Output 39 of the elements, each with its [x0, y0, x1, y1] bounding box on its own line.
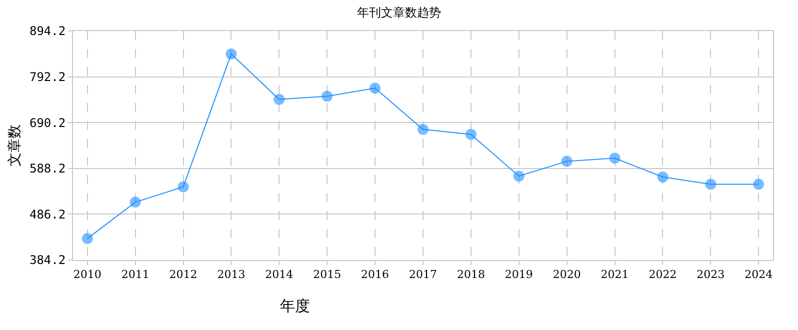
x-tick-label: 2021 [600, 268, 629, 282]
x-tick-label: 2010 [73, 268, 102, 282]
x-tick-label: 2011 [121, 268, 150, 282]
x-tick-label: 2012 [169, 268, 198, 282]
y-tick-label: 384.2 [29, 253, 66, 268]
x-tick-label: 2016 [361, 268, 390, 282]
point [465, 128, 476, 140]
point [513, 170, 524, 182]
x-tick-label: 2015 [313, 268, 342, 282]
x-tick-label: 2014 [265, 268, 294, 282]
x-tick-label: 2022 [648, 268, 677, 282]
point [753, 178, 764, 190]
y-tick-label: 690.2 [29, 116, 66, 130]
point [274, 94, 285, 105]
x-axis-title: 年度 [280, 297, 310, 316]
point [130, 196, 141, 208]
point [418, 124, 428, 135]
y-tick-label: 792.2 [29, 70, 66, 84]
x-tick-label: 2013 [217, 268, 246, 282]
point [657, 172, 668, 183]
x-tick-label: 2020 [552, 268, 581, 282]
x-tick-label: 2017 [409, 268, 437, 282]
point [178, 181, 189, 192]
chart-title: 年刊文章数趋势 [357, 6, 441, 20]
point [322, 90, 333, 102]
y-tick-label: 486.2 [29, 207, 66, 222]
point [370, 82, 381, 94]
y-tick-label: 588.2 [29, 162, 66, 176]
x-tick-label: 2019 [504, 268, 533, 282]
point [705, 178, 716, 190]
x-tick-label: 2023 [696, 268, 725, 282]
y-axis-title: 文章数 [7, 124, 24, 166]
x-tick-label: 2024 [744, 268, 773, 282]
y-tick-label: 894.2 [29, 24, 66, 38]
point [561, 156, 572, 167]
point [82, 233, 93, 244]
x-tick-label: 2018 [456, 268, 485, 282]
point [609, 152, 620, 164]
point [226, 48, 237, 60]
